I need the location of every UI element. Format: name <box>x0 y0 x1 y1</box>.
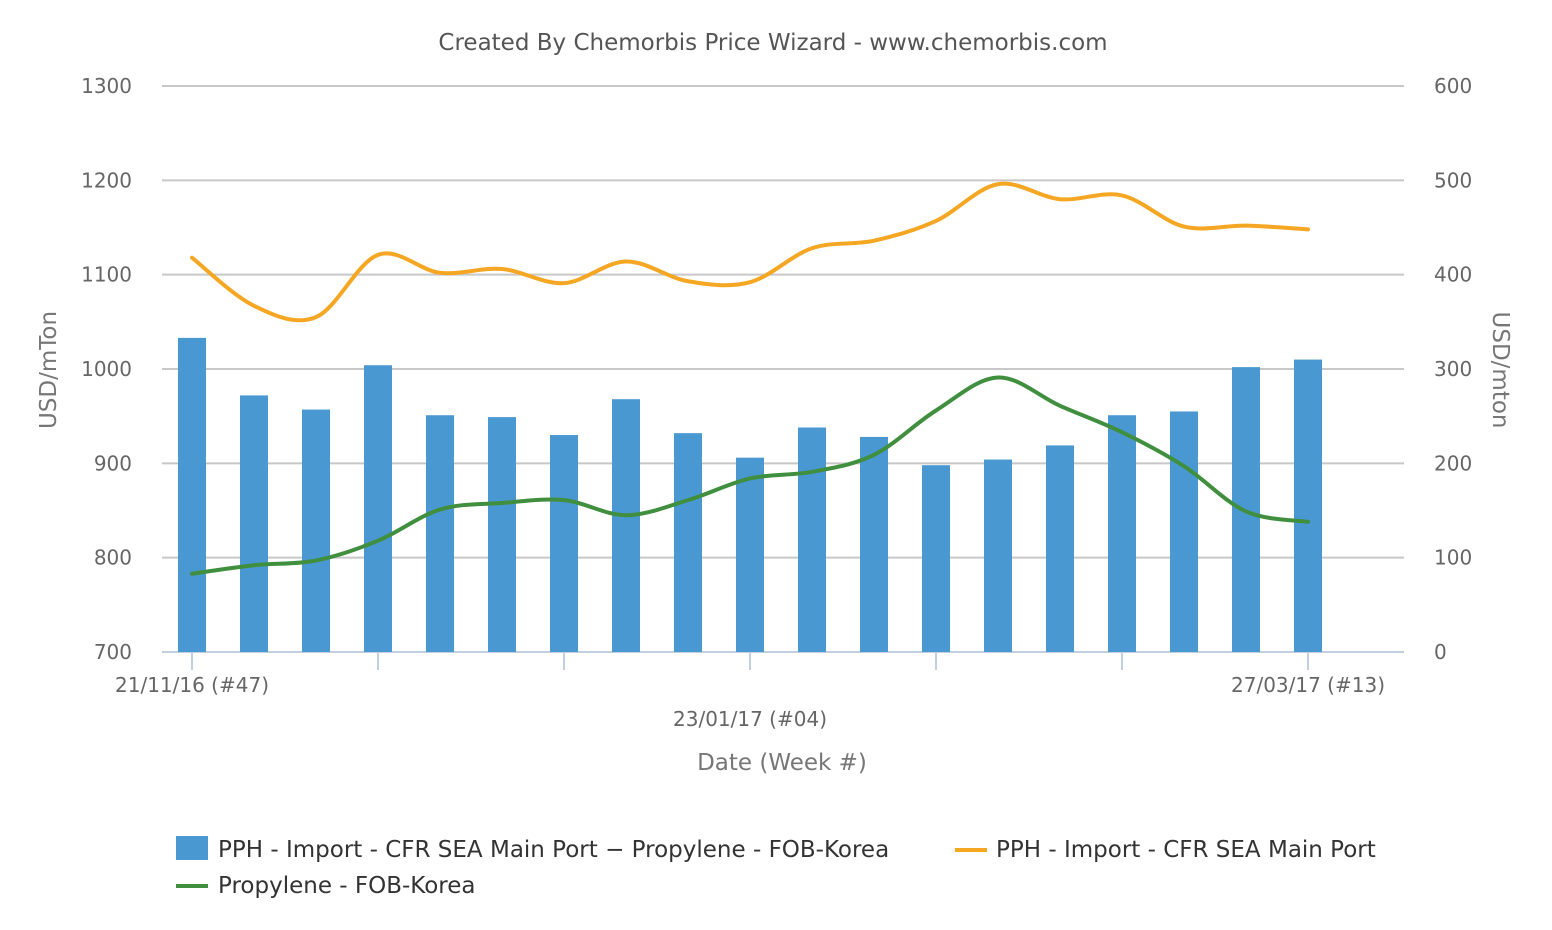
y-tick-label-left: 800 <box>94 546 132 570</box>
x-axis-title: Date (Week #) <box>697 750 867 776</box>
bar[interactable] <box>178 337 206 652</box>
y-axis-left: 700 800 900 1000 1100 1200 1300 <box>81 74 132 664</box>
legend-swatch-bar <box>176 836 208 860</box>
y-tick-label-right: 0 <box>1434 640 1447 664</box>
x-axis: 21/11/16 (#47) 23/01/17 (#04) 27/03/17 (#1… <box>115 652 1385 731</box>
y-tick-label-left: 1100 <box>81 263 132 287</box>
legend-label-pph: PPH - Import - CFR SEA Main Port <box>996 837 1376 863</box>
y-axis-left-title: USD/mTon <box>36 311 62 429</box>
line-series <box>190 181 1310 576</box>
legend-label-bar: PPH - Import - CFR SEA Main Port − Propy… <box>218 837 889 863</box>
bar[interactable] <box>488 417 516 652</box>
y-tick-label-right: 400 <box>1434 263 1472 287</box>
y-axis-right-title: USD/mton <box>1487 312 1513 429</box>
x-tick-label: 27/03/17 (#13) <box>1231 673 1385 697</box>
bar[interactable] <box>736 457 764 652</box>
bar[interactable] <box>1170 411 1198 652</box>
line-propylene[interactable] <box>190 375 1310 576</box>
bar[interactable] <box>922 465 950 652</box>
bar[interactable] <box>984 459 1012 652</box>
y-tick-label-right: 200 <box>1434 451 1472 475</box>
legend-label-propylene: Propylene - FOB-Korea <box>218 873 476 899</box>
bar[interactable] <box>1046 445 1074 652</box>
y-axis-right: 0 100 200 300 400 500 600 <box>1434 74 1472 664</box>
y-tick-label-right: 300 <box>1434 357 1472 381</box>
y-tick-label-right: 100 <box>1434 546 1472 570</box>
legend-item-pph[interactable]: PPH - Import - CFR SEA Main Port <box>955 837 1376 863</box>
bar[interactable] <box>860 436 888 652</box>
bar[interactable] <box>612 399 640 652</box>
legend-item-bar[interactable]: PPH - Import - CFR SEA Main Port − Propy… <box>176 836 889 863</box>
legend: PPH - Import - CFR SEA Main Port − Propy… <box>176 836 1376 899</box>
bar[interactable] <box>302 409 330 652</box>
chart-title: Created By Chemorbis Price Wizard - www.… <box>438 30 1107 56</box>
bar[interactable] <box>1108 415 1136 652</box>
legend-item-propylene[interactable]: Propylene - FOB-Korea <box>176 873 476 899</box>
y-tick-label-left: 1300 <box>81 74 132 98</box>
gridlines <box>162 85 1404 653</box>
bar[interactable] <box>674 433 702 652</box>
y-tick-label-left: 700 <box>94 640 132 664</box>
bar[interactable] <box>1294 359 1322 652</box>
y-tick-label-left: 1200 <box>81 168 132 192</box>
bar[interactable] <box>240 395 268 652</box>
x-tick-label: 23/01/17 (#04) <box>673 707 827 731</box>
bar[interactable] <box>426 415 454 652</box>
y-tick-label-left: 1000 <box>81 357 132 381</box>
x-tick-label: 21/11/16 (#47) <box>115 673 269 697</box>
bar-series <box>178 337 1322 652</box>
bar[interactable] <box>364 365 392 652</box>
y-tick-label-right: 500 <box>1434 168 1472 192</box>
y-tick-label-right: 600 <box>1434 74 1472 98</box>
bar[interactable] <box>550 435 578 652</box>
line-pph-import[interactable] <box>190 181 1310 323</box>
y-tick-label-left: 900 <box>94 451 132 475</box>
bar[interactable] <box>798 427 826 652</box>
